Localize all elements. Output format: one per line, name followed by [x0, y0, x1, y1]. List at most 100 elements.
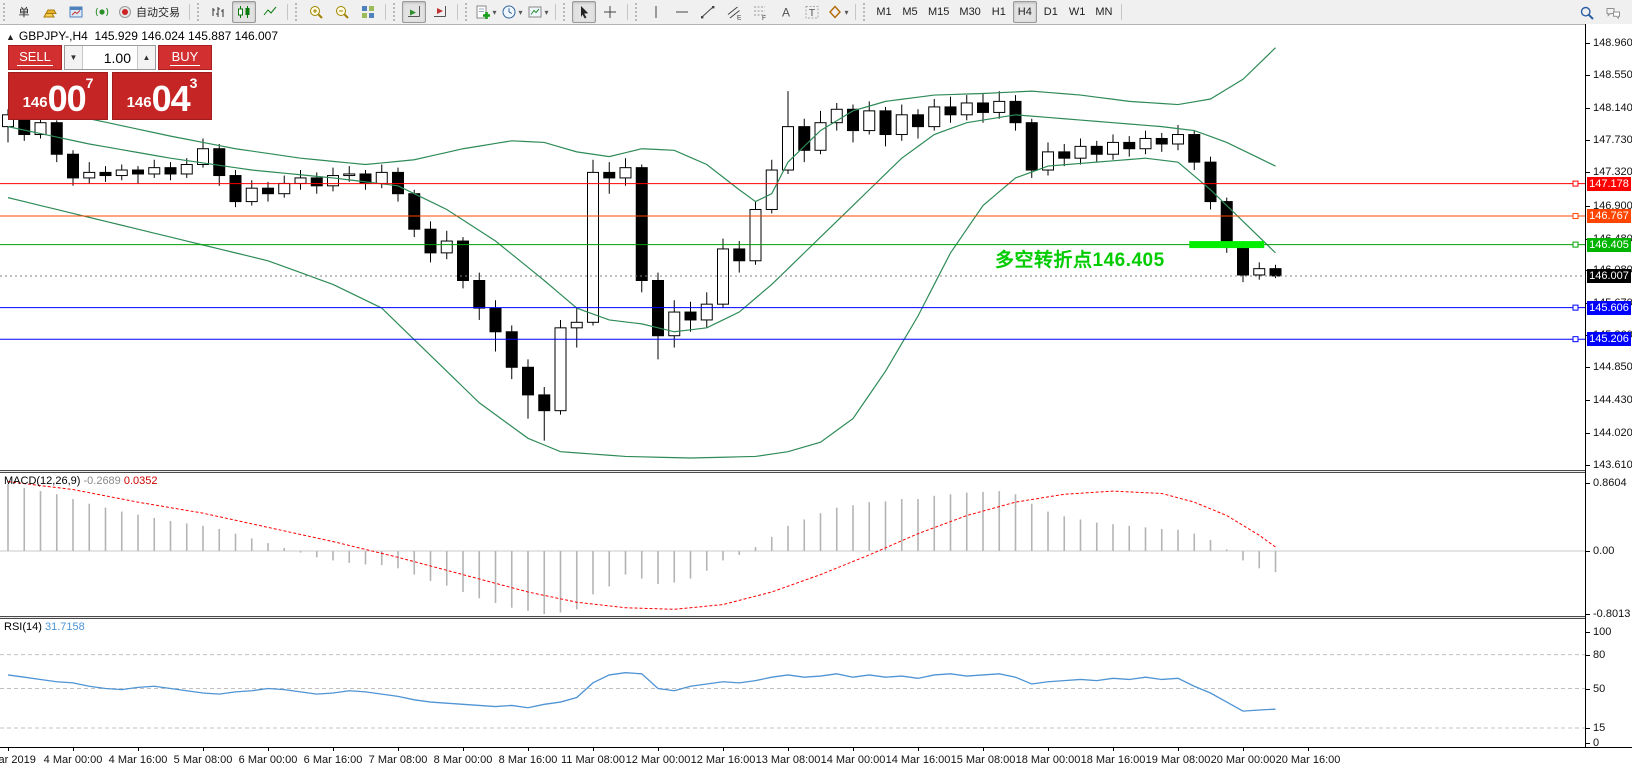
- candle-body[interactable]: [1269, 268, 1282, 277]
- new-order-button[interactable]: 单: [18, 7, 30, 19]
- candle-body[interactable]: [164, 167, 177, 175]
- candle-body[interactable]: [830, 108, 843, 124]
- timeframe-m5-button[interactable]: M5: [902, 6, 918, 18]
- tile-windows-icon[interactable]: [356, 1, 380, 23]
- candle-body[interactable]: [343, 173, 356, 177]
- hline-handle[interactable]: [1572, 304, 1579, 311]
- hline-handle[interactable]: [1572, 336, 1579, 343]
- hline-handle[interactable]: [1572, 241, 1579, 248]
- candle-body[interactable]: [1009, 100, 1022, 124]
- candle-body[interactable]: [180, 164, 193, 175]
- candle-body[interactable]: [262, 187, 274, 195]
- toolbar-grip[interactable]: [295, 3, 300, 21]
- candle-body[interactable]: [34, 122, 47, 136]
- channel-icon[interactable]: E: [722, 1, 746, 23]
- timeframe-h4-button[interactable]: H4: [1012, 1, 1037, 23]
- candle-body[interactable]: [814, 122, 827, 151]
- chart-shift-icon[interactable]: [428, 1, 452, 23]
- candle-body[interactable]: [489, 307, 502, 333]
- chevron-down-icon[interactable]: ▾: [844, 7, 849, 17]
- timeframe-w1-button[interactable]: W1: [1068, 6, 1086, 18]
- candle-body[interactable]: [603, 171, 616, 179]
- candle-body[interactable]: [1204, 161, 1217, 203]
- auto-scroll-icon[interactable]: [402, 1, 426, 23]
- candle-body[interactable]: [294, 177, 307, 184]
- price-axis[interactable]: 148.960 148.550 148.140 147.730 147.320 146.9…: [1585, 24, 1632, 749]
- candle-body[interactable]: [99, 171, 112, 177]
- candle-body[interactable]: [765, 169, 778, 210]
- candle-body[interactable]: [635, 167, 648, 281]
- candle-body[interactable]: [1058, 151, 1071, 159]
- candle-body[interactable]: [375, 171, 388, 184]
- candle-body[interactable]: [554, 327, 567, 412]
- candle-body[interactable]: [684, 311, 697, 321]
- horizontal-line-icon[interactable]: [670, 1, 694, 23]
- candle-body[interactable]: [1123, 141, 1136, 150]
- candle-body[interactable]: [879, 110, 892, 136]
- autotrading-button[interactable]: 自动交易: [116, 1, 184, 23]
- candle-body[interactable]: [538, 394, 551, 412]
- candle-body[interactable]: [912, 114, 924, 128]
- main-chart-canvas[interactable]: [0, 24, 1585, 470]
- candle-body[interactable]: [148, 167, 161, 175]
- candle-body[interactable]: [733, 248, 746, 262]
- volume-decrease-button[interactable]: ▼: [65, 46, 83, 69]
- candle-body[interactable]: [700, 303, 713, 321]
- line-chart-icon[interactable]: [258, 1, 282, 23]
- rsi-panel-canvas[interactable]: [0, 619, 1585, 747]
- chart-window-icon[interactable]: [64, 1, 88, 23]
- candle-body[interactable]: [310, 177, 323, 187]
- toolbar-grip[interactable]: [563, 3, 568, 21]
- pivot-highlight-segment[interactable]: [1189, 241, 1265, 249]
- candle-body[interactable]: [424, 228, 437, 254]
- candle-body[interactable]: [1090, 145, 1103, 155]
- macd-signal-line[interactable]: [7, 481, 1276, 610]
- candle-body[interactable]: [67, 153, 79, 179]
- rsi-line[interactable]: [7, 672, 1276, 712]
- time-axis[interactable]: 1 Mar 2019 4 Mar 00:00 4 Mar 16:00 5 Mar 08…: [0, 747, 1632, 774]
- arrows-icon[interactable]: ▾: [826, 1, 850, 23]
- chevron-down-icon[interactable]: ▾: [518, 7, 523, 17]
- candle-body[interactable]: [1155, 137, 1168, 145]
- hline-handle[interactable]: [1572, 180, 1579, 187]
- macd-panel-canvas[interactable]: [0, 473, 1585, 616]
- vertical-line-icon[interactable]: [644, 1, 668, 23]
- indicators-icon[interactable]: ▾: [474, 1, 498, 23]
- candle-body[interactable]: [782, 126, 794, 171]
- timeframe-m15-button[interactable]: M15: [928, 6, 950, 18]
- candle-body[interactable]: [863, 110, 876, 132]
- price-tag[interactable]: 145.206: [1587, 332, 1631, 347]
- chevron-down-icon[interactable]: ▾: [544, 7, 549, 17]
- candle-body[interactable]: [944, 106, 957, 116]
- timeframe-m30-button[interactable]: M30: [959, 6, 981, 18]
- price-tag[interactable]: 145.606: [1587, 300, 1631, 315]
- timeframe-h1-button[interactable]: H1: [991, 6, 1006, 18]
- candlestick-icon[interactable]: [232, 1, 256, 23]
- buy-price-tile[interactable]: 146 04 3: [112, 72, 212, 120]
- toolbar-grip[interactable]: [465, 3, 470, 21]
- candle-body[interactable]: [392, 171, 404, 195]
- candle-body[interactable]: [993, 100, 1006, 113]
- candle-body[interactable]: [1139, 137, 1152, 150]
- signals-icon[interactable]: [90, 1, 114, 23]
- volume-input[interactable]: 1.00: [103, 49, 131, 66]
- candle-body[interactable]: [1220, 201, 1233, 246]
- hline-handle[interactable]: [1572, 213, 1579, 220]
- bollinger-upper-band[interactable]: [7, 47, 1276, 203]
- gold-icon[interactable]: [38, 1, 62, 23]
- candle-body[interactable]: [1107, 141, 1119, 155]
- candle-body[interactable]: [505, 331, 518, 368]
- candle-body[interactable]: [132, 169, 144, 175]
- price-tag[interactable]: 147.178: [1587, 176, 1631, 191]
- candle-body[interactable]: [717, 248, 729, 305]
- trendline-icon[interactable]: [696, 1, 720, 23]
- sell-button[interactable]: SELL: [8, 45, 62, 70]
- templates-icon[interactable]: ▾: [526, 1, 550, 23]
- bollinger-middle-band[interactable]: [7, 114, 1276, 333]
- text-icon[interactable]: A: [774, 1, 798, 23]
- candle-body[interactable]: [977, 102, 989, 113]
- toolbar-grip[interactable]: [863, 3, 868, 21]
- zoom-in-icon[interactable]: [304, 1, 328, 23]
- candle-body[interactable]: [83, 171, 96, 179]
- candle-body[interactable]: [1172, 134, 1184, 145]
